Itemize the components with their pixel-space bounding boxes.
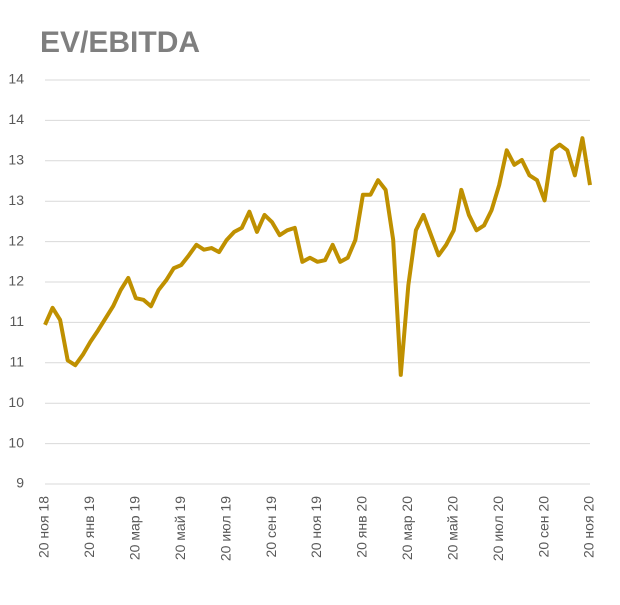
x-tick-label: 20 ноя 20 xyxy=(581,496,597,558)
y-tick-label: 11 xyxy=(9,354,24,370)
chart-title: EV/EBITDA xyxy=(40,26,200,59)
y-tick-label: 9 xyxy=(16,475,24,491)
x-tick-label: 20 май 20 xyxy=(444,496,460,560)
y-tick-label: 13 xyxy=(8,152,24,168)
y-tick-label: 13 xyxy=(8,192,24,208)
y-tick-label: 14 xyxy=(8,71,24,87)
line-series xyxy=(43,136,592,377)
x-tick-label: 20 сен 20 xyxy=(535,496,551,558)
x-tick-label: 20 мар 20 xyxy=(399,496,415,560)
x-tick-label: 20 июл 19 xyxy=(217,496,233,561)
x-tick-label: 20 июл 20 xyxy=(490,496,506,561)
y-tick-label: 10 xyxy=(8,394,24,410)
y-tick-label: 11 xyxy=(9,313,24,329)
y-tick-label: 14 xyxy=(8,111,24,127)
x-tick-label: 20 сен 19 xyxy=(263,496,279,558)
y-tick-label: 12 xyxy=(8,232,24,248)
x-tick-label: 20 янв 20 xyxy=(354,496,370,558)
x-tick-label: 20 янв 19 xyxy=(81,496,97,558)
x-tick-label: 20 ноя 18 xyxy=(36,496,52,558)
x-tick-label: 20 ноя 19 xyxy=(308,496,324,558)
x-tick-label: 20 мар 19 xyxy=(127,496,143,560)
x-tick-label: 20 май 19 xyxy=(172,496,188,560)
y-tick-label: 12 xyxy=(8,273,24,289)
y-tick-label: 10 xyxy=(8,434,24,450)
